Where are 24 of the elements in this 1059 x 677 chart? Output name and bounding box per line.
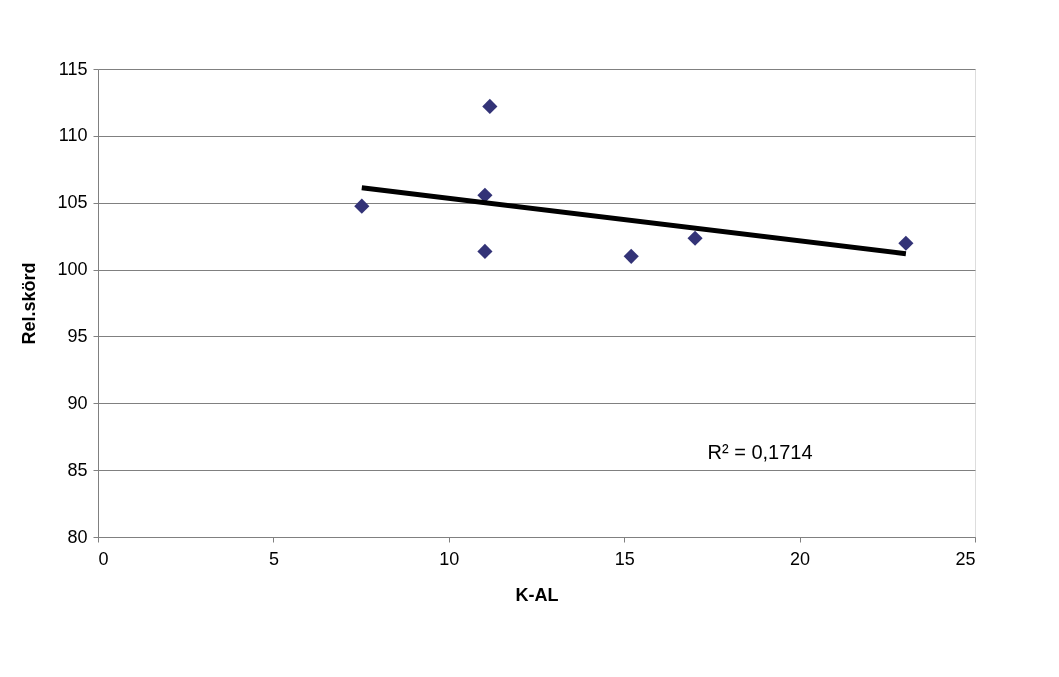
x-tick-label: 25 [955,548,976,569]
y-axis-title: Rel.skörd [19,262,40,345]
y-tick-label: 80 [67,526,88,547]
point [477,243,493,259]
y-tick-label: 85 [67,459,88,480]
x-tick-label: 5 [268,548,279,569]
y-tick-label: 110 [58,125,88,146]
x-tick-label: 20 [790,548,811,569]
x-tick-label: 0 [98,548,109,569]
point [623,248,639,264]
y-tick-label: 100 [57,259,88,280]
point [477,187,493,203]
y-tick-label: 90 [67,392,88,413]
point [898,235,914,251]
x-axis-title: K-AL [515,584,559,605]
x-tick-label: 15 [614,548,635,569]
point [482,98,498,115]
y-tick-label: 105 [57,192,88,213]
y-tick-label: 115 [58,58,88,79]
point [354,198,370,214]
point [687,230,703,246]
x-tick-label: 10 [439,548,460,569]
annotation: R² = 0,1714 [707,440,813,463]
y-tick-label: 95 [67,325,88,346]
